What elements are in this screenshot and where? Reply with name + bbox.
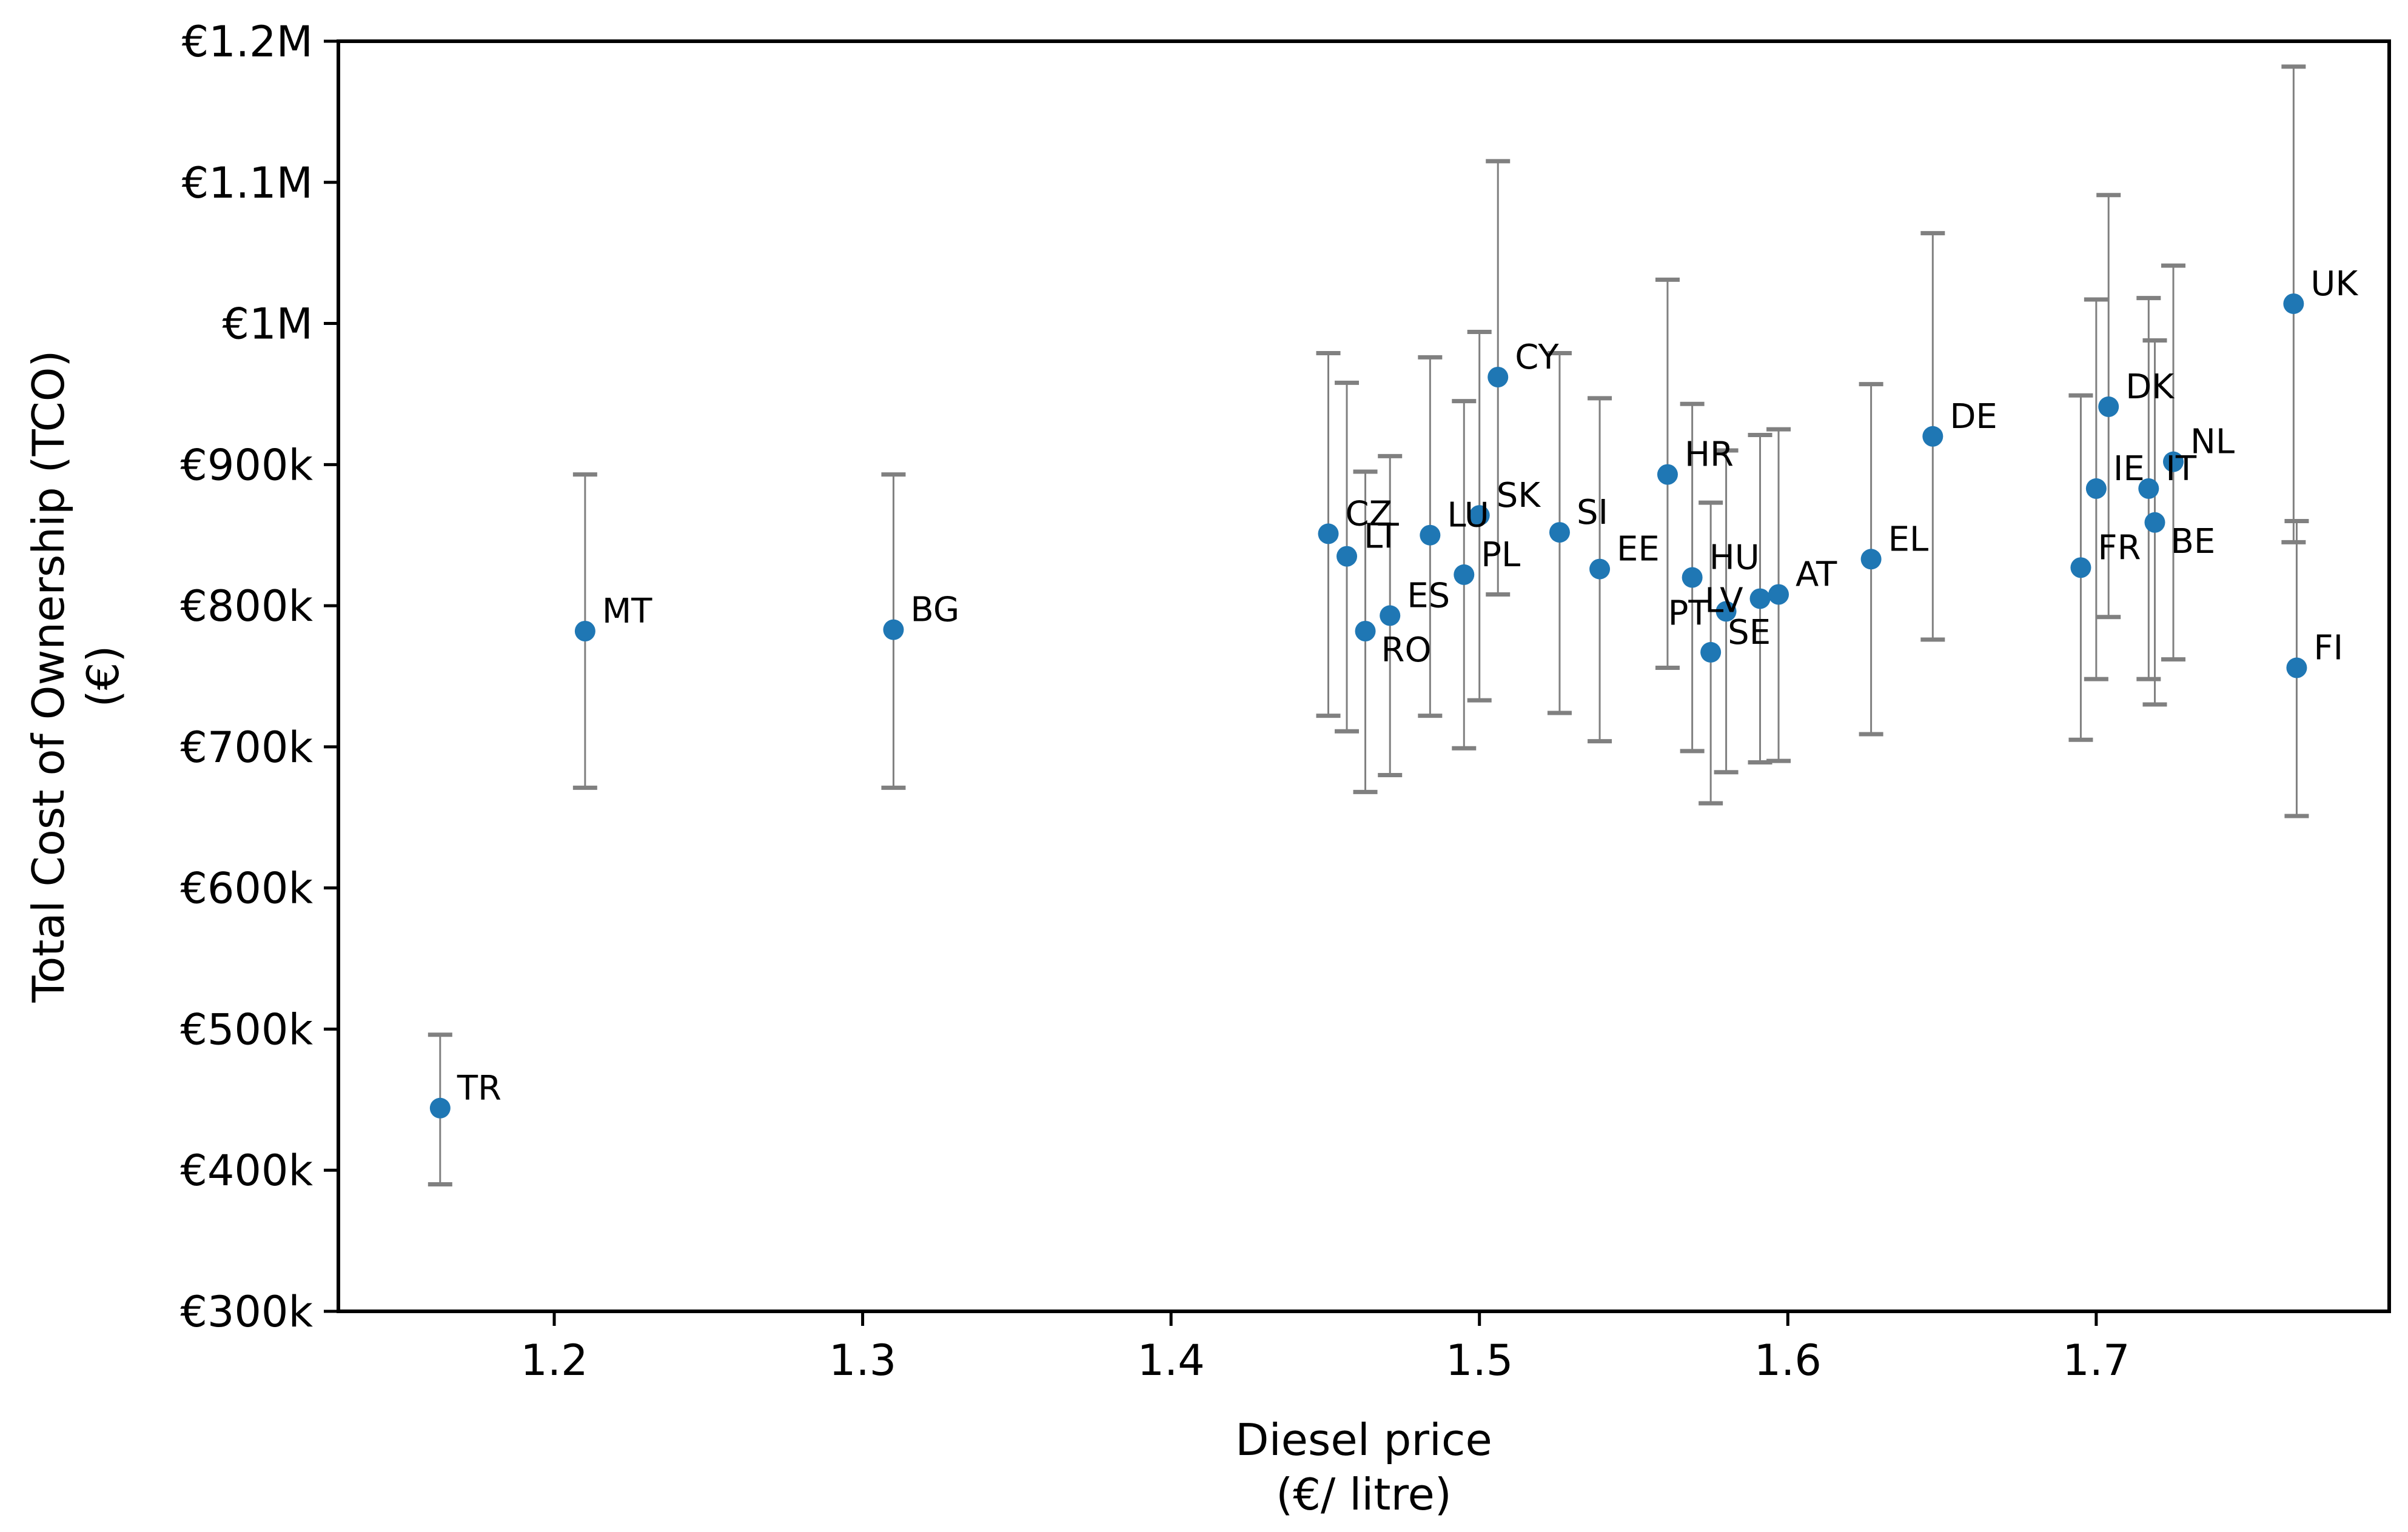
y-axis: €300k €400k €500k €600k €700k €800k €900k €1M €1…	[180, 17, 338, 1337]
y-tick-label: €1M	[223, 299, 313, 349]
point-label-mt: MT	[602, 592, 652, 631]
x-axis-unit: (€/ litre)	[1276, 1469, 1452, 1520]
point-label-fi: FI	[2313, 629, 2343, 668]
x-tick-label: 1.3	[829, 1336, 896, 1385]
data-points	[429, 293, 2307, 1119]
x-tick-label: 1.2	[520, 1336, 588, 1385]
point-label-tr: TR	[457, 1069, 501, 1108]
y-tick-label: €700k	[180, 723, 313, 772]
y-tick-label: €500k	[180, 1005, 313, 1054]
point-label-ee: EE	[1617, 530, 1660, 569]
x-axis-title: Diesel price	[1235, 1414, 1492, 1465]
point-label-it: IT	[2165, 449, 2197, 489]
point-label-pt: PT	[1668, 594, 1710, 633]
y-axis-title: Total Cost of Ownership (TCO)	[23, 350, 74, 1003]
x-axis: 1.2 1.3 1.4 1.5 1.6 1.7	[520, 1311, 2130, 1385]
x-tick-label: 1.7	[2062, 1336, 2130, 1385]
point-hr	[1657, 464, 1678, 485]
point-si	[1549, 522, 1570, 543]
point-dk	[2098, 396, 2119, 417]
y-tick-label: €800k	[180, 581, 313, 631]
y-axis-unit: (€)	[78, 646, 129, 707]
point-it	[2138, 478, 2159, 499]
point-be	[2144, 512, 2165, 533]
x-tick-label: 1.5	[1446, 1336, 1513, 1385]
point-at	[1768, 584, 1789, 605]
point-pl	[1454, 564, 1475, 585]
point-nl	[2163, 451, 2184, 472]
point-ie	[2085, 478, 2107, 499]
x-tick-label: 1.4	[1137, 1336, 1204, 1385]
point-label-hr: HR	[1685, 435, 1734, 475]
point-label-dk: DK	[2125, 367, 2175, 407]
point-se	[1700, 641, 1722, 663]
point-label-ro: RO	[1381, 631, 1432, 670]
point-label-se: SE	[1728, 613, 1771, 652]
point-mt	[574, 621, 595, 642]
point-cz	[1318, 523, 1339, 544]
point-label-si: SI	[1577, 493, 1608, 532]
x-tick-label: 1.6	[1754, 1336, 1822, 1385]
point-el	[1860, 549, 1882, 570]
point-label-hu: HU	[1709, 538, 1760, 578]
point-bg	[883, 619, 904, 640]
y-tick-label: €400k	[180, 1146, 313, 1196]
point-label-at: AT	[1796, 555, 1837, 594]
plot-frame	[337, 39, 2391, 1313]
y-tick-label: €900k	[180, 440, 313, 490]
point-ro	[1355, 621, 1376, 642]
point-label-pl: PL	[1481, 535, 1520, 575]
point-label-uk: UK	[2310, 264, 2358, 304]
point-label-bg: BG	[910, 590, 959, 630]
point-de	[1922, 426, 1944, 447]
y-tick-label: €1.1M	[182, 158, 313, 208]
point-es	[1380, 605, 1401, 626]
point-label-sk: SK	[1497, 476, 1541, 515]
point-fi	[2286, 657, 2307, 678]
point-lv	[1749, 588, 1771, 609]
point-label-cy: CY	[1515, 338, 1559, 377]
point-uk	[2283, 293, 2304, 314]
point-label-lu: LU	[1447, 496, 1489, 535]
point-label-be: BE	[2170, 522, 2215, 561]
y-tick-label: €600k	[180, 864, 313, 914]
point-ee	[1589, 558, 1611, 580]
point-lu	[1420, 524, 1441, 546]
y-tick-label: €1.2M	[182, 17, 313, 67]
point-label-es: ES	[1407, 576, 1450, 615]
point-fr	[2070, 557, 2091, 578]
point-label-lt: LT	[1364, 517, 1399, 557]
point-hu	[1682, 567, 1703, 588]
point-pt	[1715, 601, 1737, 622]
point-cy	[1487, 367, 1509, 388]
point-label-de: DE	[1950, 397, 1997, 437]
point-label-fr: FR	[2098, 528, 2141, 567]
point-label-ie: IE	[2113, 449, 2145, 489]
y-tick-label: €300k	[180, 1287, 313, 1337]
point-label-lv: LV	[1705, 581, 1743, 620]
point-label-el: EL	[1888, 520, 1929, 559]
point-label-nl: NL	[2190, 423, 2235, 462]
point-lt	[1336, 546, 1358, 567]
point-sk	[1469, 505, 1490, 526]
point-label-cz: CZ	[1346, 494, 1392, 534]
point-tr	[429, 1097, 451, 1119]
